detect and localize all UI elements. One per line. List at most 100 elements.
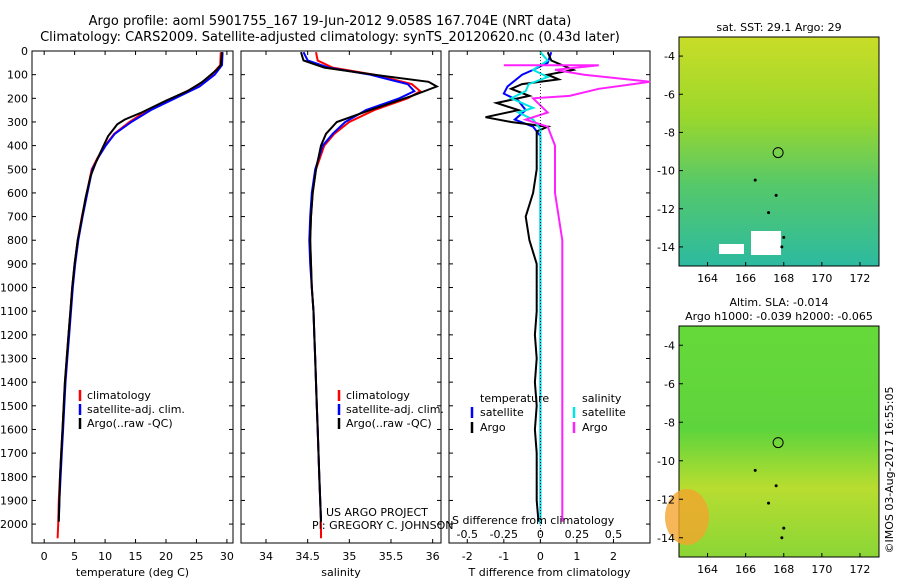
y-tick-label: 600 xyxy=(7,187,28,200)
map-x-tick-label: 168 xyxy=(773,272,794,285)
map-y-tick-label: -6 xyxy=(664,378,675,391)
island-marker xyxy=(753,468,757,472)
y-tick-label: 1100 xyxy=(0,305,28,318)
island-marker xyxy=(767,501,771,505)
x-tick-label: 2 xyxy=(610,550,617,563)
sst-missing-data xyxy=(719,244,744,254)
legend-label: satellite-adj. clim. xyxy=(346,403,444,416)
sla-map-field xyxy=(678,325,880,558)
map-y-tick-label: -12 xyxy=(657,203,675,216)
argo-position-marker xyxy=(772,147,784,159)
island-marker xyxy=(780,245,784,249)
legend-label: climatology xyxy=(346,389,410,402)
x-tick-label: 1 xyxy=(573,550,580,563)
x-tick-label: 34.5 xyxy=(295,550,320,563)
legend-label: Argo(..raw -QC) xyxy=(87,417,173,430)
map-x-tick-label: 166 xyxy=(735,272,756,285)
y-tick-label: 2000 xyxy=(0,518,28,531)
x-axis-label: temperature (deg C) xyxy=(76,566,189,579)
x-tick-label: 15 xyxy=(129,550,143,563)
sla-map-title: Argo h1000: -0.039 h2000: -0.065 xyxy=(685,310,873,323)
map-y-tick-label: -12 xyxy=(657,493,675,506)
y-tick-label: 400 xyxy=(7,140,28,153)
y-tick-label: 200 xyxy=(7,92,28,105)
sst-map-title: sat. SST: 29.1 Argo: 29 xyxy=(716,21,841,34)
top-axis-label: S difference from climatology xyxy=(452,514,615,527)
island-marker xyxy=(774,484,778,488)
legend-label: Argo xyxy=(582,421,608,434)
pi-label: PI: GREGORY C. JOHNSON xyxy=(312,519,453,532)
y-tick-label: 800 xyxy=(7,234,28,247)
map-x-tick-label: 166 xyxy=(735,563,756,576)
x-tick-label: 0 xyxy=(41,550,48,563)
top-axis-tick-label: 0.25 xyxy=(565,528,590,541)
legend-label: Argo xyxy=(480,421,506,434)
map-y-tick-label: -8 xyxy=(664,416,675,429)
island-marker xyxy=(753,178,757,182)
sla-map-title: Altim. SLA: -0.014 xyxy=(729,296,828,309)
x-tick-label: 30 xyxy=(220,550,234,563)
island-marker xyxy=(780,536,784,540)
island-marker xyxy=(782,235,786,239)
x-tick-label: 10 xyxy=(98,550,112,563)
map-y-tick-label: -10 xyxy=(657,455,675,468)
legend-group-label: temperature xyxy=(480,392,549,405)
x-tick-label: -2 xyxy=(462,550,473,563)
map-y-tick-label: -14 xyxy=(657,241,675,254)
y-tick-label: 1200 xyxy=(0,329,28,342)
legend-group-label: salinity xyxy=(582,392,622,405)
x-tick-label: 34 xyxy=(259,550,273,563)
island-marker xyxy=(774,193,778,197)
series-line-salinity-satellite xyxy=(508,51,551,525)
island-marker xyxy=(767,211,771,215)
sst-map-field xyxy=(678,36,880,267)
x-tick-label: -1 xyxy=(498,550,509,563)
x-tick-label: 35.5 xyxy=(379,550,404,563)
map-y-tick-label: -8 xyxy=(664,126,675,139)
y-tick-label: 1900 xyxy=(0,494,28,507)
series-line-argo-raw-qc- xyxy=(300,51,440,522)
sla-warm-patch xyxy=(665,489,709,545)
x-tick-label: 20 xyxy=(159,550,173,563)
x-axis-label: salinity xyxy=(321,566,361,579)
x-tick-label: 5 xyxy=(71,550,78,563)
island-marker xyxy=(782,526,786,530)
map-y-tick-label: -6 xyxy=(664,88,675,101)
map-y-tick-label: -14 xyxy=(657,532,675,545)
legend-label: satellite xyxy=(480,406,524,419)
legend-label: satellite-adj. clim. xyxy=(87,403,185,416)
y-tick-label: 1000 xyxy=(0,282,28,295)
y-tick-label: 1700 xyxy=(0,447,28,460)
chart-title-line2: Climatology: CARS2009. Satellite-adjuste… xyxy=(40,30,620,45)
legend-label: Argo(..raw -QC) xyxy=(346,417,432,430)
map-x-tick-label: 170 xyxy=(811,563,832,576)
map-x-tick-label: 164 xyxy=(697,563,718,576)
map-x-tick-label: 168 xyxy=(773,563,794,576)
x-tick-label: 0 xyxy=(537,550,544,563)
y-tick-label: 1300 xyxy=(0,353,28,366)
y-tick-label: 0 xyxy=(21,45,28,58)
plot-frame-difference xyxy=(448,50,651,544)
chart-title-line1: Argo profile: aoml 5901755_167 19-Jun-20… xyxy=(88,14,572,29)
series-line-argo-raw-qc- xyxy=(57,52,223,522)
series-line-salinity-argo xyxy=(503,64,651,522)
sst-missing-data xyxy=(751,231,781,255)
y-tick-label: 300 xyxy=(7,116,28,129)
y-tick-label: 1600 xyxy=(0,423,28,436)
x-axis-label: T difference from climatology xyxy=(468,566,631,579)
legend-label: satellite xyxy=(582,406,626,419)
top-axis-tick-label: 0 xyxy=(537,528,544,541)
map-x-tick-label: 172 xyxy=(849,563,870,576)
y-tick-label: 1500 xyxy=(0,400,28,413)
project-label: US ARGO PROJECT xyxy=(326,506,428,519)
timestamp-label: ©IMOS 03-Aug-2017 16:55:05 xyxy=(883,387,896,554)
y-tick-label: 1800 xyxy=(0,471,28,484)
x-tick-label: 36 xyxy=(426,550,440,563)
map-y-tick-label: -4 xyxy=(664,50,675,63)
y-tick-label: 900 xyxy=(7,258,28,271)
map-y-tick-label: -10 xyxy=(657,165,675,178)
plot-frame-temperature xyxy=(31,50,234,544)
x-tick-label: 25 xyxy=(189,550,203,563)
legend-label: climatology xyxy=(87,389,151,402)
